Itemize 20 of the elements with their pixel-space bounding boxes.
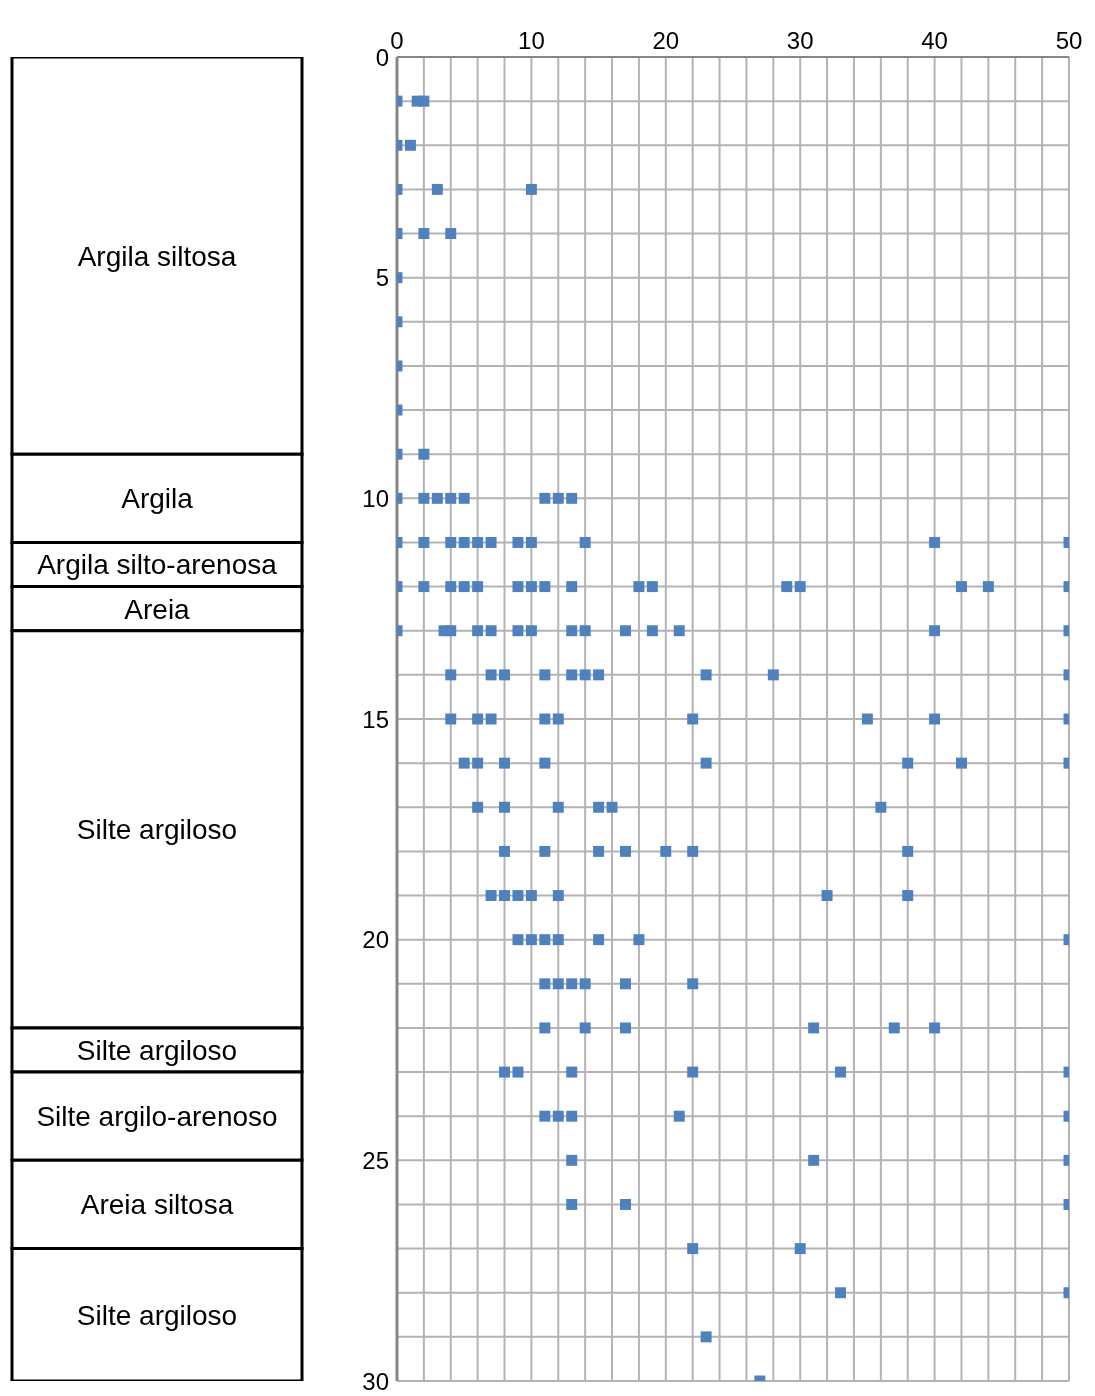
x-tick-label: 10 — [518, 27, 545, 54]
y-tick-label: 15 — [362, 705, 389, 733]
x-tick-label: 40 — [921, 27, 948, 54]
y-tick-label: 5 — [375, 264, 389, 292]
series-label: Silte argiloso — [76, 1034, 238, 1066]
series-label: Silte argiloso — [76, 1299, 238, 1331]
series-label: Argila siltosa — [77, 240, 237, 272]
x-tick-label: 50 — [1055, 27, 1083, 54]
y-tick-label: 10 — [362, 484, 389, 512]
series-label: Areia siltosa — [80, 1189, 234, 1221]
x-tick-label: 30 — [786, 27, 814, 54]
y-tick-label: 30 — [362, 1367, 389, 1395]
y-tick-label: 20 — [362, 926, 389, 954]
series-label: Areia — [124, 593, 191, 625]
y-tick-label: 25 — [362, 1146, 389, 1174]
series-label: Argila — [121, 483, 194, 515]
series-label: Argila silto-arenosa — [37, 549, 278, 581]
x-tick-label: 20 — [652, 27, 680, 54]
series-label: Silte argilo-arenoso — [36, 1101, 278, 1133]
series-label: Silte argiloso — [76, 814, 238, 846]
